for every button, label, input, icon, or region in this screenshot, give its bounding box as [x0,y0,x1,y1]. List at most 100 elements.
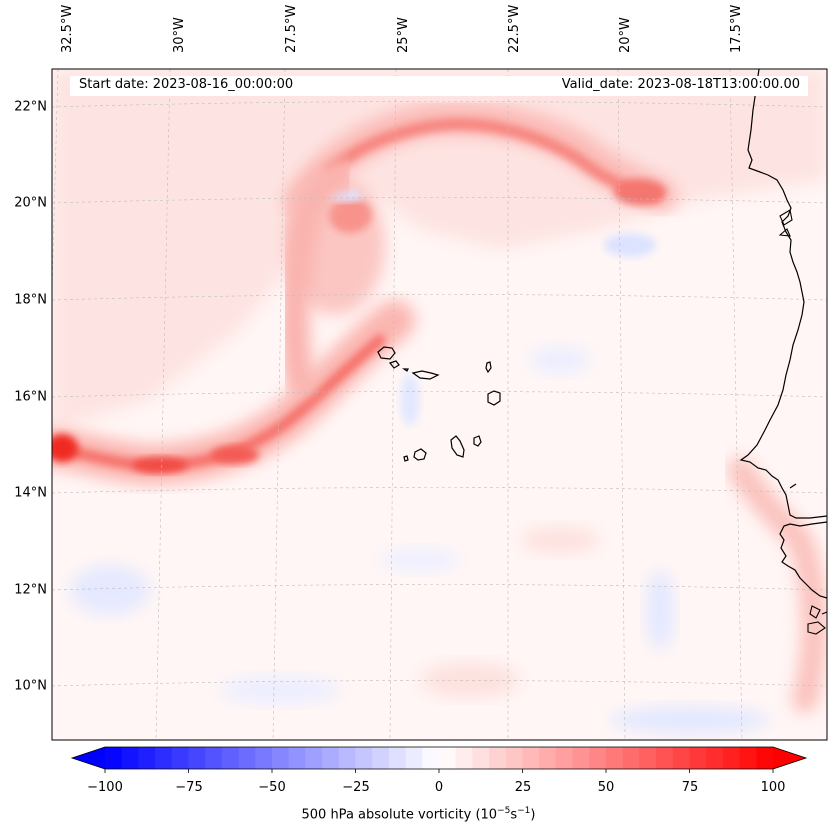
colorbar-segment [639,747,657,769]
colorbar-segment [155,747,173,769]
colorbar-segment [255,747,273,769]
colorbar-segment [555,747,574,769]
colorbar-segment [739,747,757,769]
colorbar-segment [539,747,557,769]
lat-label-14n: 14°N [14,485,47,501]
negative-vorticity-patch [646,570,674,650]
colorbar-segment [722,747,741,769]
colorbar-tick: 50 [597,780,615,795]
island-brava [403,455,409,462]
colorbar-segment [656,747,674,769]
colorbar-segment [305,747,323,769]
colorbar-segment [706,747,724,769]
west-africa-coastline [739,69,827,599]
valid-date: Valid_date: 2023-08-18T13:00:00.00 [561,77,800,92]
vortex-center [328,197,372,233]
colorbar-segment [272,747,290,769]
colorbar-tick: 25 [514,780,532,795]
colorbar-segment [489,747,507,769]
colorbar-label: 500 hPa absolute vorticity (10−5s−1) [301,806,536,823]
lon-label-32-5w: 32.5°W [60,4,75,53]
colorbar-tick: −25 [342,780,370,795]
colorbar-segment [589,747,607,769]
colorbar [70,746,808,773]
positive-vorticity-region [52,69,827,430]
colorbar-segment [572,747,590,769]
negative-vorticity-patch [610,706,770,734]
cabo-verde-islands [377,346,501,462]
vorticity-max-20n [614,179,666,205]
colorbar-segment [288,747,306,769]
colorbar-tick: 100 [760,780,786,795]
colorbar-segment [121,747,139,769]
positive-vorticity-patch [520,526,600,554]
colorbar-extend-min [72,747,105,769]
lon-label-20w: 20°W [618,17,633,53]
colorbar-segment [238,747,256,769]
island-maio [473,435,482,447]
island-sal [485,361,492,374]
lon-label-27-5w: 27.5°W [284,4,299,53]
lon-label-30w: 30°W [172,17,187,53]
colorbar-segment [505,747,524,769]
lon-label-17-5w: 17.5°W [729,4,744,53]
colorbar-tick: 75 [681,780,699,795]
colorbar-segment [372,747,390,769]
island-boa-vista [487,390,501,406]
colorbar-segment [439,747,457,769]
colorbar-segment [606,747,624,769]
colorbar-segment [338,747,357,769]
colorbar-segment [756,747,774,769]
vorticity-max-14n-east [211,446,259,464]
lon-label-25w: 25°W [396,17,411,53]
positive-vorticity-patch [420,662,520,698]
colorbar-segment [205,747,223,769]
colorbar-segment [672,747,691,769]
negative-vorticity-patch [380,548,460,572]
colorbar-extend-max [773,747,806,769]
negative-vorticity-patch [530,346,590,374]
lat-label-12n: 12°N [14,582,47,598]
island-santiago [450,435,465,458]
colorbar-tick: −75 [175,780,203,795]
colorbar-segment [472,747,490,769]
colorbar-segment [422,747,440,769]
colorbar-segment [622,747,640,769]
colorbar-segment [171,747,190,769]
colorbar-segment [188,747,206,769]
vorticity-band-north-core [324,118,661,202]
west-africa-islands [778,209,827,635]
colorbar-tick: −50 [258,780,286,795]
negative-vorticity-patch [220,676,340,704]
colorbar-tick: 0 [434,780,444,795]
lat-label-10n: 10°N [14,678,47,694]
coastal-vorticity [727,457,827,713]
colorbar-segment [405,747,423,769]
vorticity-max-14n [132,457,188,473]
colorbar-segment [522,747,540,769]
vorticity-arc-west [279,160,355,395]
colorbar-segment [322,747,340,769]
start-date: Start date: 2023-08-16_00:00:00 [79,77,294,92]
lat-label-16n: 16°N [14,389,47,405]
map-frame [51,68,828,741]
island-sao-vicente [388,360,400,369]
island-santa-luzia [402,368,409,372]
gridlines [52,69,827,740]
island-santo-antao [377,346,396,360]
colorbar-segment [355,747,373,769]
colorbar-tick: −100 [87,780,123,795]
negative-vorticity-patch [70,565,150,615]
colorbar-segment [455,747,473,769]
colorbar-segment [221,747,240,769]
island-sao-nicolau [411,370,440,380]
lat-label-20n: 20°N [14,195,47,211]
negative-vorticity-patch [604,233,656,257]
lat-label-18n: 18°N [14,292,47,308]
island-fogo [413,448,427,461]
colorbar-segment [138,747,156,769]
vorticity-max-15n [52,434,78,462]
colorbar-segment [689,747,707,769]
